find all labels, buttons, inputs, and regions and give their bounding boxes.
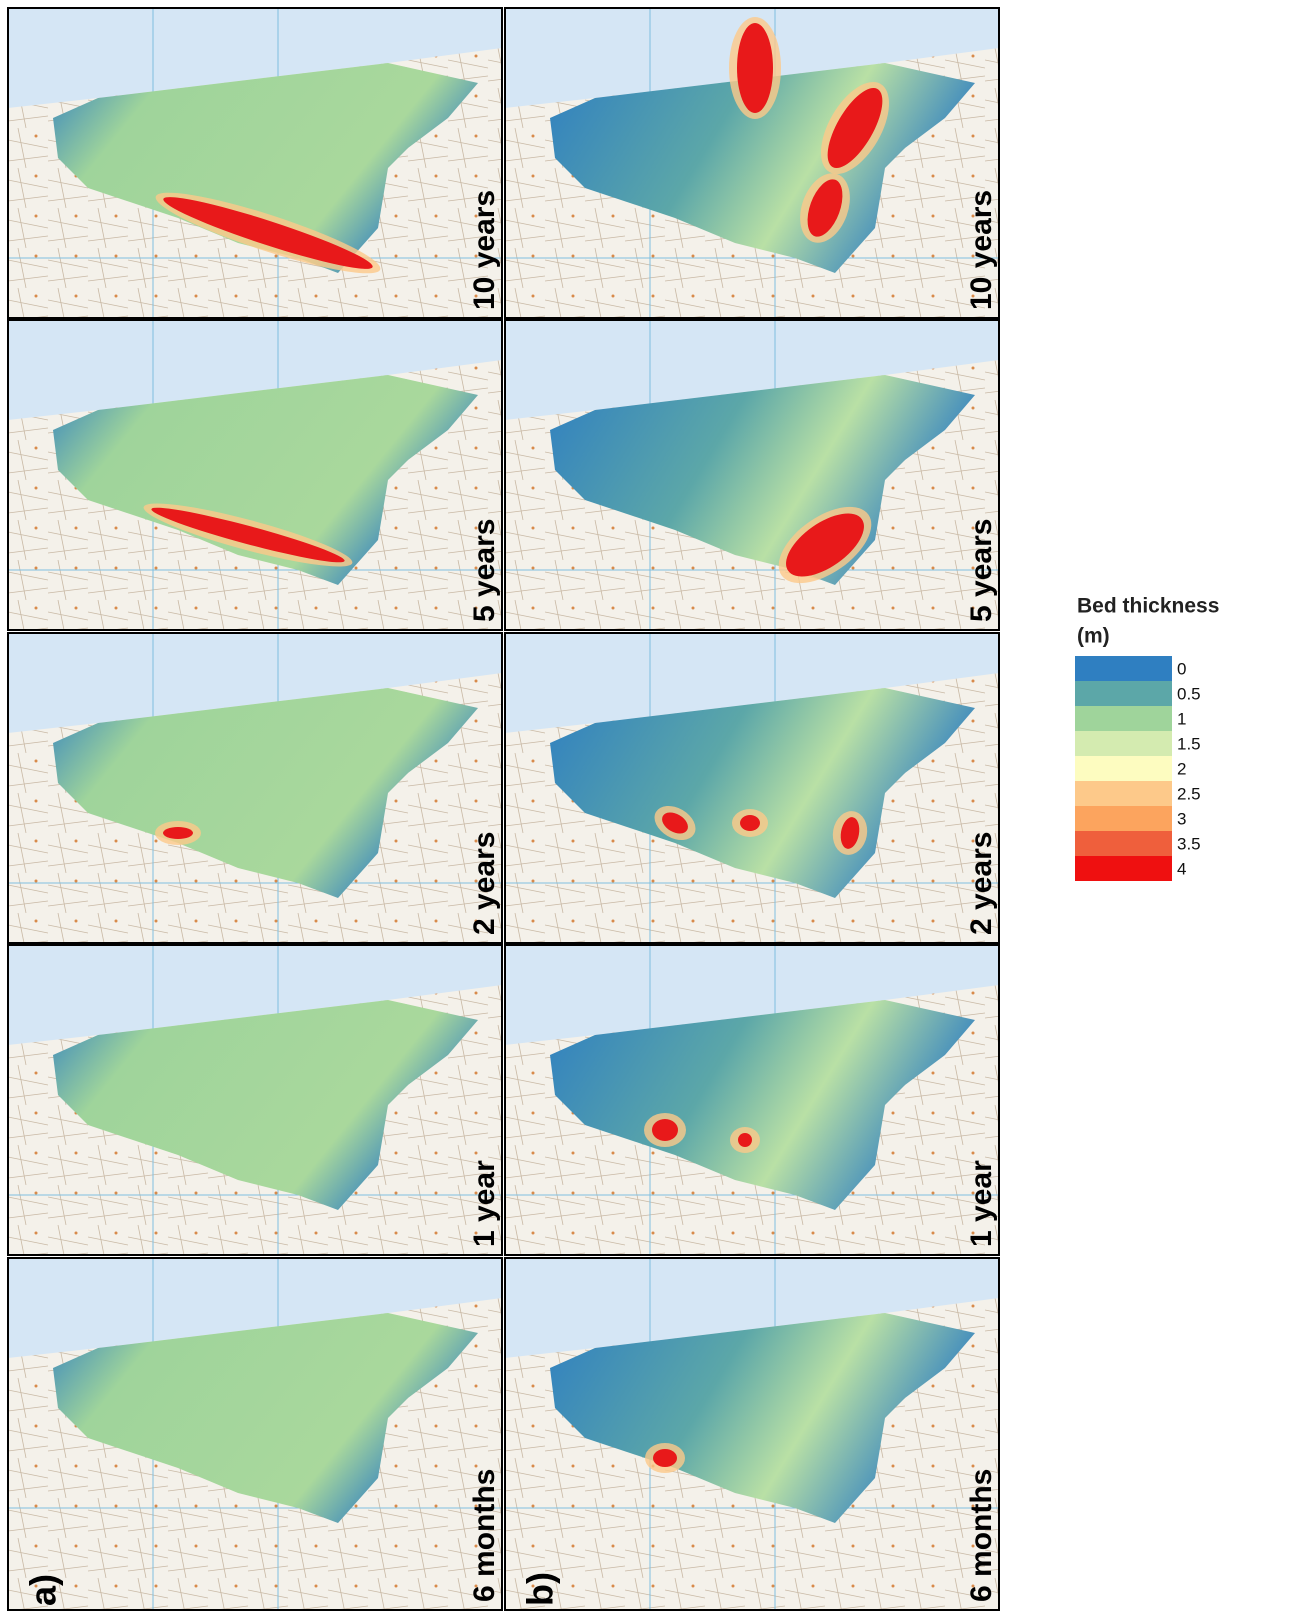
legend-swatch <box>1075 706 1172 731</box>
map-panel: 6 months <box>505 1258 999 1610</box>
map-panel: 2 years <box>8 633 502 943</box>
time-label: 6 months <box>468 1469 501 1602</box>
legend: Bed thickness (m) 0 0.5 1 1.5 2 2.5 3 3.5 4 <box>1075 595 1219 881</box>
legend-title: Bed thickness <box>1077 595 1219 618</box>
legend-swatch <box>1075 656 1172 681</box>
map-panel: 1 year <box>8 945 502 1255</box>
deposit <box>737 23 773 113</box>
legend-label: 0 <box>1177 659 1186 678</box>
map-panel: 2 years <box>505 633 999 943</box>
legend-title: (m) <box>1077 625 1110 648</box>
legend-swatch <box>1075 681 1172 706</box>
legend-label: 2.5 <box>1177 784 1201 803</box>
legend-label: 2 <box>1177 759 1186 778</box>
map-panel: 10 years <box>505 8 999 318</box>
time-label: 2 years <box>468 832 501 935</box>
legend-swatch <box>1075 756 1172 781</box>
time-label: 5 years <box>965 519 998 622</box>
legend-label: 4 <box>1177 859 1186 878</box>
panel-label: b) <box>520 1572 561 1606</box>
time-label: 2 years <box>965 832 998 935</box>
time-label: 10 years <box>468 190 501 310</box>
legend-label: 1 <box>1177 709 1186 728</box>
deposit <box>738 1133 752 1147</box>
legend-swatch <box>1075 781 1172 806</box>
deposit <box>653 1449 677 1467</box>
map-panel: 5 years <box>8 320 502 630</box>
map-panel: 5 years <box>505 320 999 630</box>
legend-swatch <box>1075 831 1172 856</box>
time-label: 10 years <box>965 190 998 310</box>
map-panel: 1 year <box>505 945 999 1255</box>
legend-label: 3.5 <box>1177 834 1201 853</box>
map-panel: 6 months <box>8 1258 502 1610</box>
time-label: 6 months <box>965 1469 998 1602</box>
legend-swatch <box>1075 806 1172 831</box>
legend-label: 1.5 <box>1177 734 1201 753</box>
panel-label: a) <box>23 1574 64 1606</box>
time-label: 5 years <box>468 519 501 622</box>
figure: 10 years5 years2 years1 year6 monthsa)10… <box>0 0 1312 1618</box>
deposit <box>740 815 760 831</box>
time-label: 1 year <box>468 1160 501 1247</box>
legend-label: 0.5 <box>1177 684 1201 703</box>
map-panel: 10 years <box>8 8 502 318</box>
legend-swatch <box>1075 856 1172 881</box>
time-label: 1 year <box>965 1160 998 1247</box>
deposit <box>163 827 193 839</box>
deposit <box>652 1119 678 1141</box>
legend-swatch <box>1075 731 1172 756</box>
legend-label: 3 <box>1177 809 1186 828</box>
